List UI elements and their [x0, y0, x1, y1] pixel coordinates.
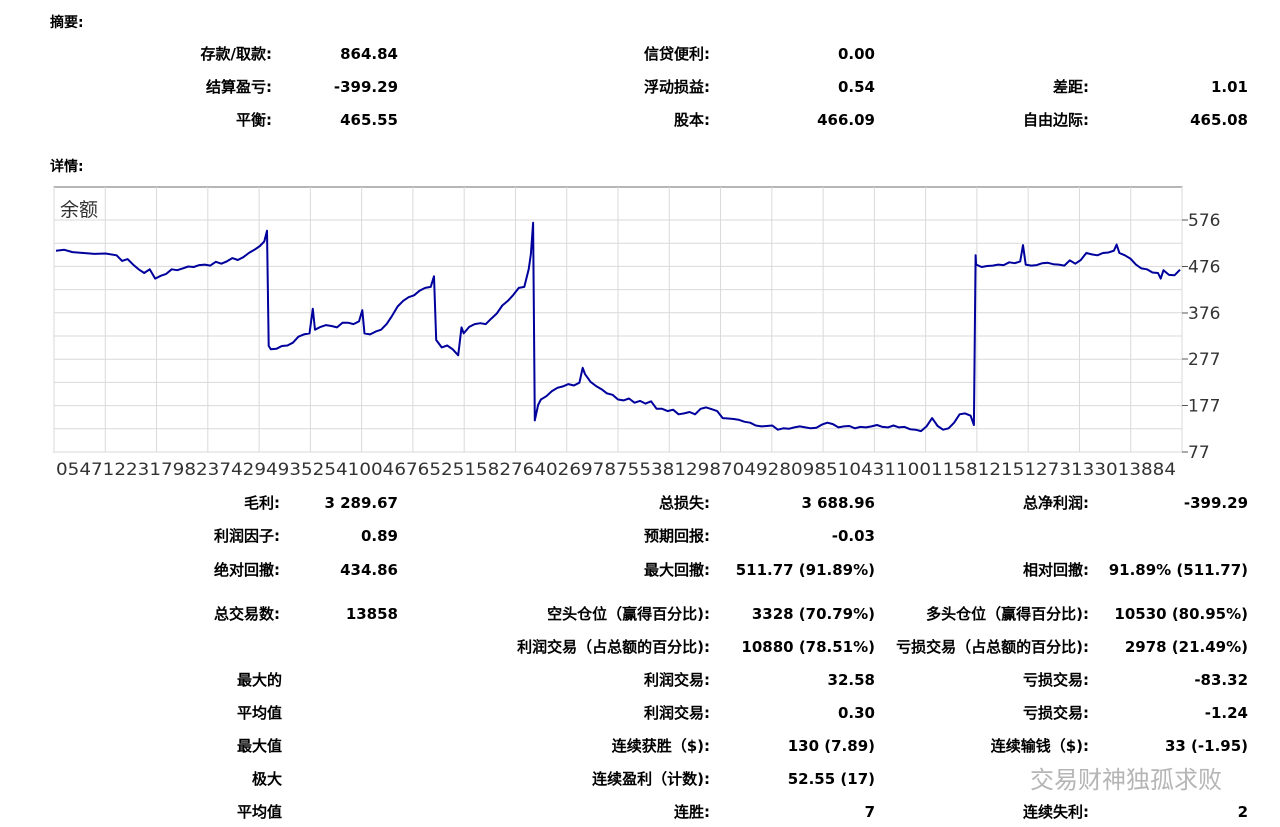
detail-value: 10880 (78.51%): [741, 638, 875, 656]
summary-value: 466.09: [817, 111, 875, 129]
detail-label: 总损失:: [659, 494, 710, 512]
detail-label: 总交易数:: [214, 605, 280, 623]
watermark: 交易财神独孤求败: [1030, 766, 1222, 794]
y-axis-ticks: 576 476 376 277 177 77: [1182, 211, 1220, 463]
detail-label: 亏损交易（占总额的百分比):: [896, 638, 1089, 656]
detail-label: 亏损交易:: [1023, 704, 1089, 722]
detail-label: 利润交易:: [644, 704, 710, 722]
summary-value: 465.55: [340, 111, 398, 129]
y-tick-label: 277: [1188, 350, 1220, 370]
summary-label: 股本:: [674, 111, 710, 129]
summary-label: 存款/取款:: [200, 45, 272, 63]
detail-label: 连续盈利（计数):: [592, 770, 710, 788]
detail-label: 绝对回撤:: [214, 561, 280, 579]
detail-label: 多头仓位（赢得百分比):: [926, 605, 1089, 623]
summary-title: 摘要:: [50, 15, 84, 31]
detail-value: -1.24: [1204, 704, 1248, 722]
detail-label: 最大回撤:: [644, 561, 710, 579]
detail-value: 0.89: [360, 527, 398, 545]
detail-label: 毛利:: [244, 494, 280, 512]
detail-label: 总净利润:: [1023, 494, 1089, 512]
y-tick-label: 576: [1188, 211, 1220, 231]
y-tick-label: 476: [1188, 257, 1220, 277]
x-axis-tick-labels: 0547122317982374294935254100467652515827…: [56, 460, 1176, 480]
detail-label: 预期回报:: [644, 527, 710, 545]
details-title: 详情:: [50, 159, 84, 175]
detail-value: 10530 (80.95%): [1114, 605, 1248, 623]
summary-label: 自由边际:: [1023, 111, 1089, 129]
summary-label: 差距:: [1053, 78, 1089, 96]
detail-value: 91.89% (511.77): [1108, 561, 1248, 579]
detail-label: 极大: [251, 770, 282, 788]
detail-label: 最大的: [236, 671, 282, 689]
detail-label: 利润因子:: [214, 527, 280, 545]
detail-value: 3 688.96: [801, 494, 875, 512]
detail-value: 2: [1237, 803, 1248, 821]
summary-label: 信贷便利:: [644, 45, 710, 63]
detail-value: 33 (-1.95): [1164, 737, 1248, 755]
detail-label: 平均值: [236, 704, 282, 722]
y-tick-label: 376: [1188, 304, 1220, 324]
grid-lines: [53, 187, 1183, 453]
summary-value: -399.29: [333, 78, 398, 96]
detail-value: 32.58: [827, 671, 875, 689]
balance-series-line: [55, 221, 1181, 433]
detail-label: 连续失利:: [1023, 803, 1089, 821]
detail-label: 连续输钱（$):: [990, 737, 1089, 755]
balance-chart: 余额 576 476 376 277 177 77 0547122317982374294…: [53, 186, 1220, 480]
summary-value: 0.00: [837, 45, 875, 63]
detail-label: 连胜:: [674, 803, 710, 821]
summary-label: 平衡:: [236, 111, 272, 129]
summary-value: 0.54: [837, 78, 875, 96]
y-tick-label: 77: [1188, 443, 1210, 463]
detail-value: -0.03: [831, 527, 875, 545]
detail-value: 13858: [345, 605, 398, 623]
detail-label: 最大值: [236, 737, 282, 755]
summary-label: 浮动损益:: [644, 78, 710, 96]
chart-title: 余额: [60, 199, 98, 221]
detail-value: 2978 (21.49%): [1124, 638, 1248, 656]
detail-value: 434.86: [340, 561, 398, 579]
detail-value: 52.55 (17): [787, 770, 875, 788]
detail-label: 空头仓位（赢得百分比):: [547, 605, 710, 623]
detail-value: 3 289.67: [324, 494, 398, 512]
detail-label: 利润交易（占总额的百分比):: [517, 638, 710, 656]
detail-value: 7: [864, 803, 875, 821]
summary-value: 864.84: [340, 45, 398, 63]
detail-value: 511.77 (91.89%): [735, 561, 875, 579]
detail-label: 相对回撤:: [1023, 561, 1089, 579]
detail-label: 平均值: [236, 803, 282, 821]
y-tick-label: 177: [1188, 397, 1220, 417]
detail-value: 3328 (70.79%): [751, 605, 875, 623]
summary-label: 结算盈亏:: [206, 78, 272, 96]
summary-value: 465.08: [1190, 111, 1248, 129]
detail-label: 利润交易:: [644, 671, 710, 689]
summary-value: 1.01: [1210, 78, 1248, 96]
detail-value: -399.29: [1183, 494, 1248, 512]
detail-value: 130 (7.89): [787, 737, 875, 755]
detail-label: 亏损交易:: [1023, 671, 1089, 689]
detail-label: 连续获胜（$):: [611, 737, 710, 755]
detail-value: -83.32: [1194, 671, 1248, 689]
detail-value: 0.30: [837, 704, 875, 722]
